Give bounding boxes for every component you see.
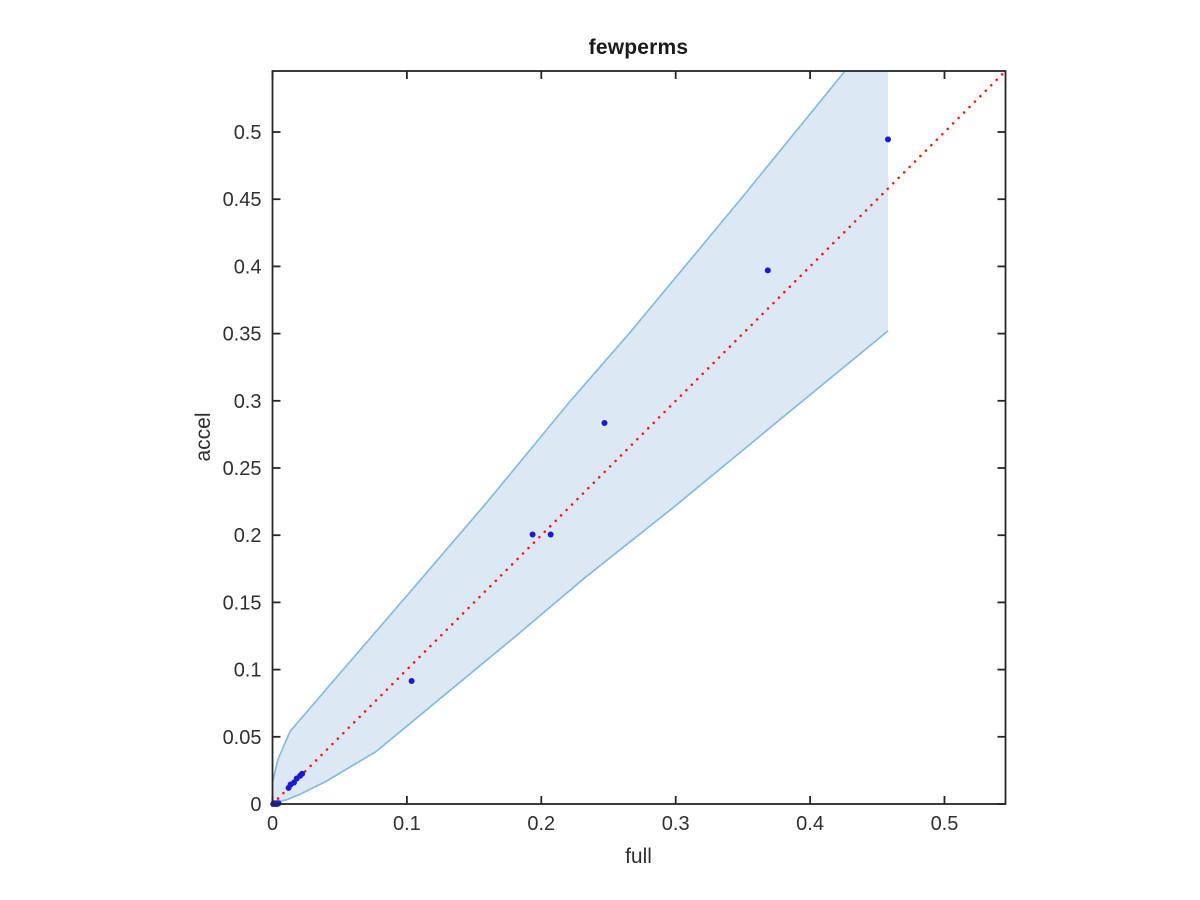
data-point: [299, 770, 306, 777]
y-tick-label: 0.3: [234, 391, 262, 413]
y-tick-label: 0.2: [234, 525, 262, 547]
x-tick-label: 0.3: [662, 813, 690, 835]
y-tick-label: 0.1: [234, 660, 262, 682]
data-point: [408, 678, 415, 684]
x-axis-label: full: [625, 845, 652, 868]
data-point: [529, 531, 536, 538]
y-tick-label: 0.45: [223, 189, 262, 211]
chart-title: fewperms: [588, 36, 689, 59]
y-tick-label: 0.5: [234, 122, 262, 144]
y-tick-label: 0.05: [223, 727, 262, 749]
x-tick-label: 0.4: [796, 813, 824, 835]
x-tick-label: 0: [267, 813, 278, 835]
confidence-band: [272, 71, 888, 803]
band-lower-edge: [272, 330, 889, 804]
y-tick-label: 0.25: [223, 458, 262, 480]
x-tick-label: 0.2: [527, 813, 555, 835]
data-point: [764, 267, 771, 274]
y-tick-label: 0.4: [234, 256, 262, 278]
x-tick-label: 0.5: [931, 813, 959, 835]
y-tick-label: 0.35: [223, 324, 262, 346]
data-point: [885, 136, 891, 143]
axes-box: [271, 70, 1007, 805]
y-tick-label: 0.15: [223, 592, 262, 614]
y-tick-label: 0: [250, 794, 261, 816]
band-upper-edge: [271, 70, 846, 783]
data-point: [547, 531, 554, 538]
x-tick-label: 0.1: [393, 813, 421, 835]
data-point: [601, 420, 608, 426]
